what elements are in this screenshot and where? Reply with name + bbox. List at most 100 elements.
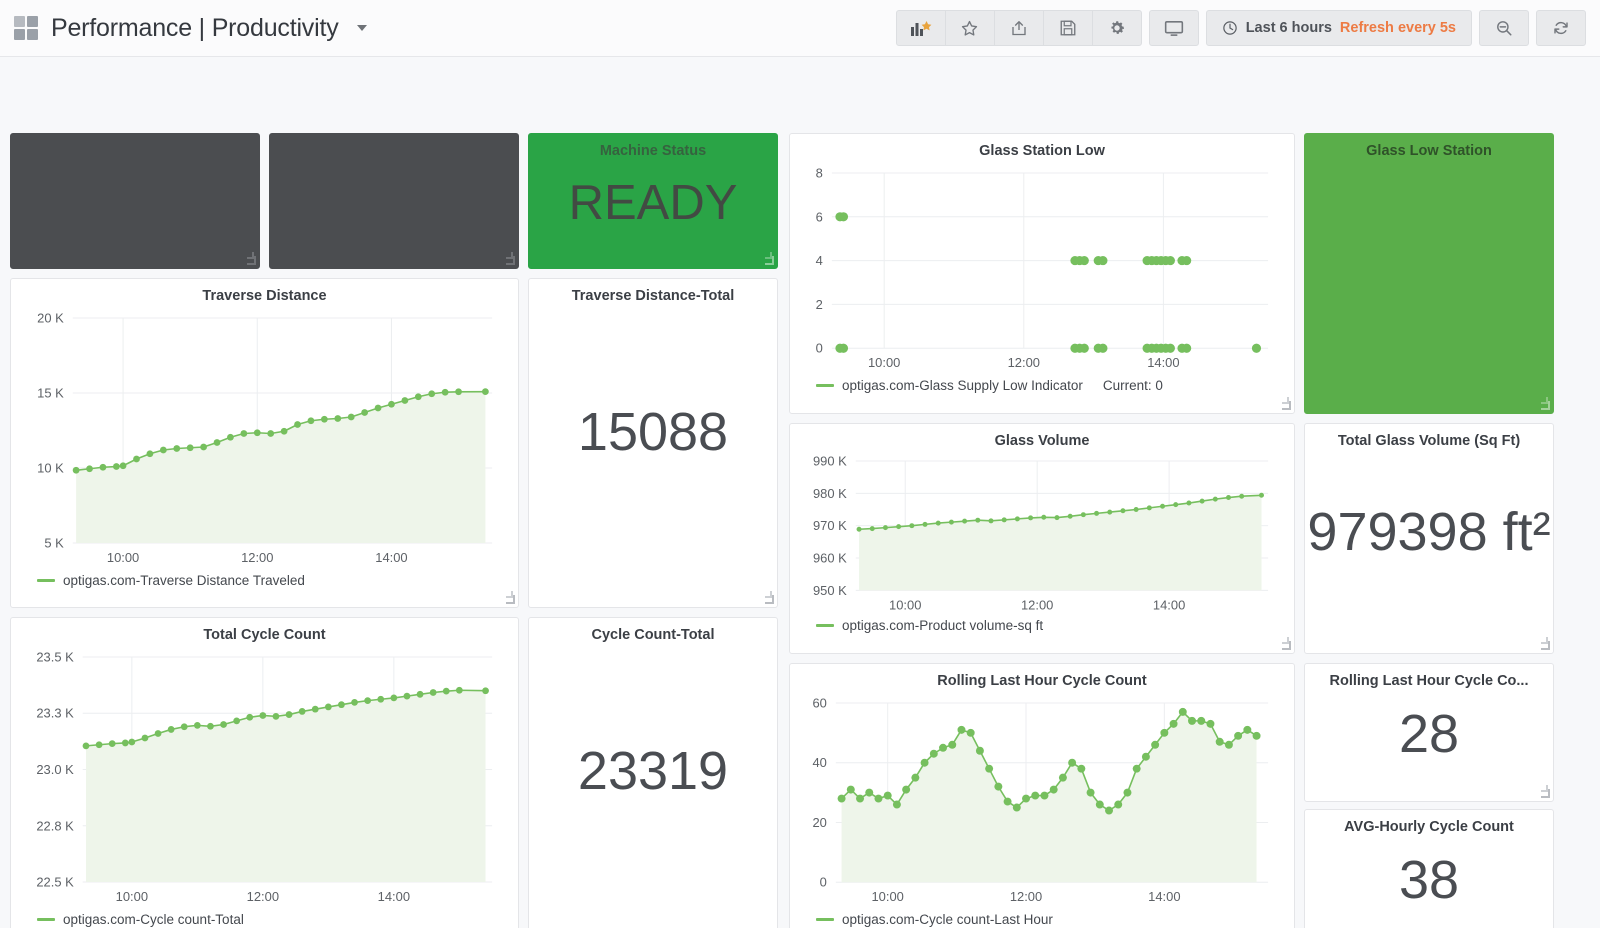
panel-title: Cycle Count-Total [591,627,715,643]
chart-legend: optigas.com-Cycle count-Last Hour [790,912,1294,927]
panel-glass-low-station[interactable]: Glass Low Station [1304,133,1554,414]
resize-handle[interactable] [1282,397,1291,410]
svg-text:970 K: 970 K [813,518,847,533]
glass-station-low-chart: 0 2 4 6 8 10:00 12:00 14:00 [790,159,1294,378]
resize-handle[interactable] [1541,637,1550,650]
legend-current-value: Current: 0 [1102,378,1163,394]
svg-text:12:00: 12:00 [247,889,279,904]
chart-canvas: 0 2 4 6 8 10:00 12:00 14:00 [816,165,1269,370]
refresh-icon [1554,21,1568,35]
glass-volume-chart: 950 K 960 K 970 K 980 K 990 K 10:00 12:00 14:00 [790,449,1294,618]
add-panel-button[interactable] [895,10,946,46]
zoom-out-icon [1497,21,1512,36]
svg-text:14:00: 14:00 [375,550,407,565]
panel-total-cycle-count[interactable]: Total Cycle Count 22.5 K 22.8 K 23.0 K 23.3… [10,617,519,928]
svg-text:960 K: 960 K [813,551,847,566]
machine-status-value: READY [568,176,738,230]
panel-title: Rolling Last Hour Cycle Count [937,673,1147,689]
panel-machine-status[interactable]: Machine Status READY [528,133,778,269]
panel-traverse-distance[interactable]: Traverse Distance 5 K 10 K 15 K 20 K 10:00 12… [10,278,519,608]
svg-text:6: 6 [816,209,823,224]
resize-handle[interactable] [506,591,515,604]
refresh-button[interactable] [1536,10,1586,46]
time-range-picker[interactable]: Last 6 hours Refresh every 5s [1205,10,1472,46]
chart-canvas: 22.5 K 22.8 K 23.0 K 23.3 K 23.5 K 10:00 12:00… [36,649,493,904]
svg-text:10:00: 10:00 [107,550,139,565]
dashboard-brand[interactable]: Performance | Productivity [14,14,367,43]
panel-traverse-distance-total[interactable]: Traverse Distance-Total 15088 [528,278,778,608]
legend-color-swatch [37,578,55,582]
svg-text:8: 8 [816,165,823,180]
panel-avg-hourly-cycle-count[interactable]: AVG-Hourly Cycle Count 38 [1304,809,1554,928]
svg-text:10:00: 10:00 [868,355,900,370]
panel-title: Machine Status [599,143,707,159]
share-button[interactable] [993,10,1044,46]
resize-handle[interactable] [1541,785,1550,798]
total-glass-volume-value: 979398 ft² [1307,501,1551,562]
legend-color-swatch [816,624,834,628]
panel-title: Traverse Distance [202,288,327,304]
resize-handle[interactable] [765,252,774,265]
legend-color-swatch [816,384,834,388]
rolling-last-hour-stat-value: 28 [1398,704,1460,764]
chevron-down-icon[interactable] [356,25,367,31]
svg-text:14:00: 14:00 [1148,889,1180,904]
settings-button[interactable] [1091,10,1142,46]
share-icon [1012,20,1026,35]
kiosk-button[interactable] [1148,10,1199,46]
panel-offline-left[interactable] [10,133,260,269]
traverse-distance-chart: 5 K 10 K 15 K 20 K 10:00 12:00 14:00 [11,304,518,573]
gear-icon [1111,21,1124,34]
resize-handle[interactable] [247,252,256,265]
add-panel-icon [910,21,932,36]
svg-text:10:00: 10:00 [889,597,921,612]
save-button[interactable] [1042,10,1093,46]
svg-text:40: 40 [812,755,826,770]
svg-text:12:00: 12:00 [1021,597,1053,612]
panel-total-glass-volume[interactable]: Total Glass Volume (Sq Ft) 979398 ft² [1304,423,1554,654]
star-icon [962,20,978,36]
resize-handle[interactable] [1282,637,1291,650]
panel-title: Glass Station Low [979,143,1105,159]
chart-canvas: 5 K 10 K 15 K 20 K 10:00 12:00 14:00 [37,310,493,565]
panel-title: Total Glass Volume (Sq Ft) [1337,433,1521,449]
panel-rolling-last-hour-stat[interactable]: Rolling Last Hour Cycle Co... 28 [1304,663,1554,802]
dashboard-grid-icon [14,16,38,40]
legend-color-swatch [816,918,834,922]
zoom-out-button[interactable] [1479,10,1529,46]
chart-legend: optigas.com-Glass Supply Low Indicator C… [790,378,1294,393]
legend-series-name: optigas.com-Cycle count-Total [63,911,244,927]
legend-series-name: optigas.com-Traverse Distance Traveled [63,572,305,588]
panel-cycle-count-total[interactable]: Cycle Count-Total 23319 [528,617,778,928]
svg-text:10:00: 10:00 [116,889,148,904]
svg-text:980 K: 980 K [813,486,847,501]
panel-offline-right[interactable] [269,133,519,269]
traverse-distance-total-value: 15088 [577,401,729,462]
panel-glass-volume[interactable]: Glass Volume 950 K 960 K 970 K 980 K 990 K 10… [789,423,1295,654]
legend-series-name: optigas.com-Glass Supply Low Indicator [842,378,1083,394]
svg-text:0: 0 [820,875,827,890]
monitor-icon [1164,20,1183,36]
panel-rolling-last-hour-cycle-count[interactable]: Rolling Last Hour Cycle Count 0 20 40 60 10:… [789,663,1295,928]
chart-legend: optigas.com-Traverse Distance Traveled [11,573,518,588]
chart-canvas: 950 K 960 K 970 K 980 K 990 K 10:00 12:00 14:00 [813,453,1269,612]
resize-handle[interactable] [506,252,515,265]
dashboard-toolbar: Last 6 hours Refresh every 5s [895,10,1586,46]
panel-glass-station-low[interactable]: Glass Station Low 0 2 4 6 8 10:00 12:00 14:00 o… [789,133,1295,414]
svg-text:20 K: 20 K [37,310,64,325]
save-icon [1060,20,1076,36]
resize-handle[interactable] [1541,397,1550,410]
svg-text:14:00: 14:00 [1147,355,1179,370]
svg-text:0: 0 [816,341,823,356]
svg-text:20: 20 [812,815,826,830]
resize-handle[interactable] [765,591,774,604]
svg-text:4: 4 [816,253,823,268]
top-navbar: Performance | Productivity [0,0,1600,57]
avg-hourly-cycle-count-value: 38 [1398,850,1460,910]
chart-legend: optigas.com-Cycle count-Total [11,912,518,927]
svg-text:14:00: 14:00 [1153,597,1185,612]
panel-title: Traverse Distance-Total [571,288,735,304]
panel-title: Glass Volume [994,433,1090,449]
clock-icon [1222,21,1237,35]
star-button[interactable] [944,10,995,46]
